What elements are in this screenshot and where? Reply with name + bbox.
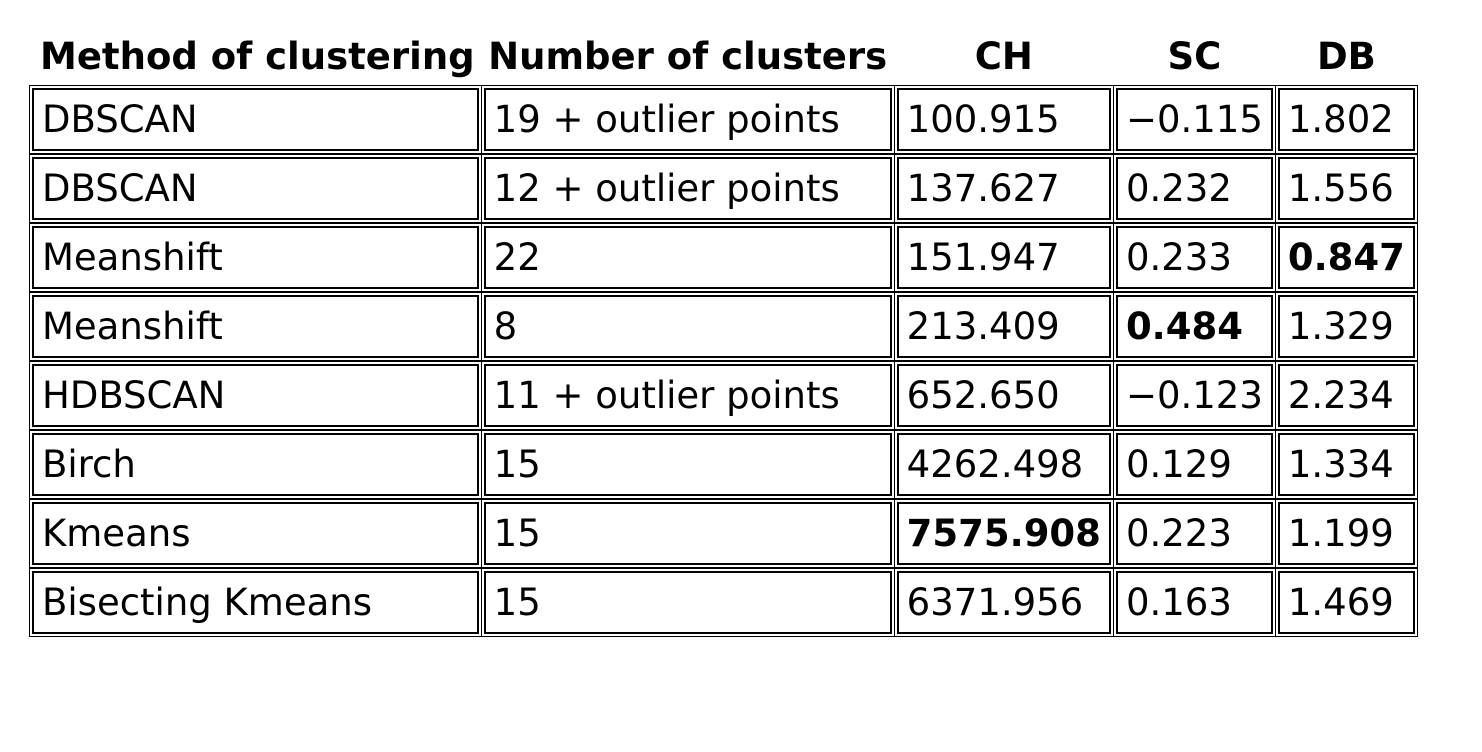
- table-body: DBSCAN 19 + outlier points 100.915 −0.115 1.…: [29, 85, 1418, 637]
- cell-ch: 4262.498: [893, 430, 1114, 499]
- cell-ch: 7575.908: [893, 499, 1114, 568]
- cell-db: 1.329: [1274, 292, 1418, 361]
- table-row: Bisecting Kmeans 15 6371.956 0.163 1.469: [29, 568, 1418, 637]
- cell-db: 1.802: [1274, 85, 1418, 154]
- column-header-method: Method of clustering: [40, 34, 475, 78]
- table-row: HDBSCAN 11 + outlier points 652.650 −0.123 2…: [29, 361, 1418, 430]
- cell-ch: 213.409: [893, 292, 1114, 361]
- cell-clusters: 15: [480, 430, 895, 499]
- cell-method: Birch: [29, 430, 482, 499]
- cell-method: DBSCAN: [29, 154, 482, 223]
- cell-ch: 100.915: [893, 85, 1114, 154]
- cell-clusters: 22: [480, 223, 895, 292]
- column-header-db: DB: [1316, 34, 1376, 78]
- cell-method: Meanshift: [29, 223, 482, 292]
- cell-clusters: 19 + outlier points: [480, 85, 895, 154]
- cell-sc: −0.115: [1112, 85, 1276, 154]
- cell-ch: 6371.956: [893, 568, 1114, 637]
- cell-clusters: 15: [480, 568, 895, 637]
- cell-sc: −0.123: [1112, 361, 1276, 430]
- table-row: Meanshift 22 151.947 0.233 0.847: [29, 223, 1418, 292]
- cell-clusters: 11 + outlier points: [480, 361, 895, 430]
- cell-clusters: 8: [480, 292, 895, 361]
- cell-sc: 0.129: [1112, 430, 1276, 499]
- cell-db: 2.234: [1274, 361, 1418, 430]
- table-row: DBSCAN 12 + outlier points 137.627 0.232 1.5…: [29, 154, 1418, 223]
- cell-sc: 0.163: [1112, 568, 1276, 637]
- cell-sc: 0.233: [1112, 223, 1276, 292]
- cell-sc: 0.484: [1112, 292, 1276, 361]
- cell-ch: 137.627: [893, 154, 1114, 223]
- table-row: Birch 15 4262.498 0.129 1.334: [29, 430, 1418, 499]
- cell-ch: 652.650: [893, 361, 1114, 430]
- cell-db: 0.847: [1274, 223, 1418, 292]
- table-row: Kmeans 15 7575.908 0.223 1.199: [29, 499, 1418, 568]
- cell-method: HDBSCAN: [29, 361, 482, 430]
- cell-method: DBSCAN: [29, 85, 482, 154]
- column-header-ch: CH: [974, 34, 1033, 78]
- cell-sc: 0.232: [1112, 154, 1276, 223]
- column-header-clusters: Number of clusters: [488, 34, 888, 78]
- table-header-row: Method of clustering Number of clusters …: [32, 30, 1415, 82]
- cell-db: 1.334: [1274, 430, 1418, 499]
- cell-clusters: 12 + outlier points: [480, 154, 895, 223]
- cell-db: 1.469: [1274, 568, 1418, 637]
- cell-clusters: 15: [480, 499, 895, 568]
- cell-sc: 0.223: [1112, 499, 1276, 568]
- cell-method: Bisecting Kmeans: [29, 568, 482, 637]
- table-row: Meanshift 8 213.409 0.484 1.329: [29, 292, 1418, 361]
- cell-ch: 151.947: [893, 223, 1114, 292]
- cell-db: 1.556: [1274, 154, 1418, 223]
- table-row: DBSCAN 19 + outlier points 100.915 −0.115 1.…: [29, 85, 1418, 154]
- cell-method: Kmeans: [29, 499, 482, 568]
- cell-method: Meanshift: [29, 292, 482, 361]
- cell-db: 1.199: [1274, 499, 1418, 568]
- clustering-results-table: Method of clustering Number of clusters …: [27, 24, 1420, 640]
- column-header-sc: SC: [1167, 34, 1222, 78]
